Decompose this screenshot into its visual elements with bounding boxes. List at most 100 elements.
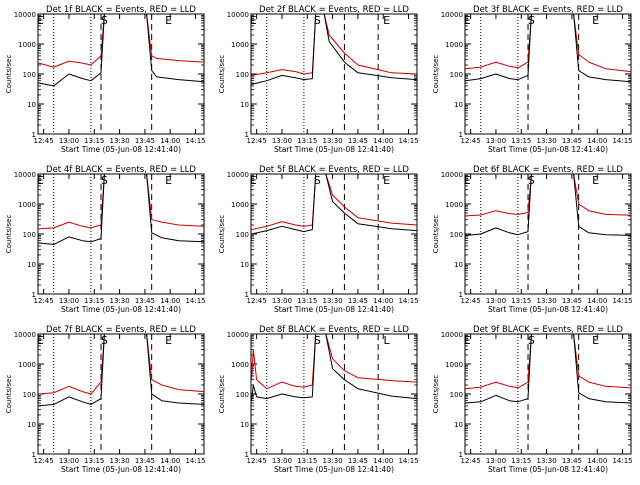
y-axis-label: Counts/sec: [218, 55, 226, 94]
y-tick-label: 10: [27, 421, 36, 429]
y-tick-label: 10: [454, 421, 463, 429]
y-tick-label: 10000: [441, 171, 463, 179]
marker-letter: L: [384, 334, 391, 347]
x-tick-label: 14:00: [373, 457, 393, 465]
series-group: [465, 334, 631, 404]
x-tick-label: 14:15: [185, 457, 205, 465]
y-tick-label: 100: [450, 231, 463, 239]
lld-series-line: [38, 334, 204, 395]
marker-letter: E: [592, 334, 599, 347]
panel-title: Det 5f BLACK = Events, RED = LLD: [259, 165, 409, 175]
y-tick-label: 1: [32, 131, 36, 139]
y-tick-label: 1000: [18, 41, 36, 49]
x-tick-label: 12:45: [34, 297, 54, 305]
marker-letter: E: [250, 174, 257, 187]
y-tick-label: 1000: [231, 41, 249, 49]
x-tick-label: 13:45: [348, 137, 368, 145]
x-tick-label: 13:30: [536, 137, 556, 145]
x-tick-label: 14:15: [398, 137, 418, 145]
y-tick-label: 10: [27, 261, 36, 269]
x-tick-label: 14:00: [587, 457, 607, 465]
y-tick-label: 10000: [227, 331, 249, 339]
y-tick-label: 10: [454, 101, 463, 109]
x-tick-label: 12:45: [461, 297, 481, 305]
x-tick-label: 12:45: [247, 137, 267, 145]
lld-series-line: [465, 174, 631, 217]
y-axis-label: Counts/sec: [5, 55, 13, 94]
y-tick-label: 1000: [445, 361, 463, 369]
y-tick-label: 10: [240, 101, 249, 109]
y-axis-label: Counts/sec: [218, 215, 226, 254]
x-tick-label: 14:00: [587, 137, 607, 145]
x-tick-label: 14:00: [587, 297, 607, 305]
x-tick-label: 13:15: [84, 457, 104, 465]
x-tick-label: 13:45: [135, 297, 155, 305]
x-tick-label: 13:45: [348, 457, 368, 465]
y-axis-label: Counts/sec: [5, 215, 13, 254]
y-tick-label: 1000: [445, 41, 463, 49]
x-tick-label: 14:00: [160, 137, 180, 145]
marker-letter: E: [165, 334, 172, 347]
y-axis-label: Counts/sec: [218, 375, 226, 414]
y-tick-label: 1: [245, 131, 249, 139]
detector-panel-2: Det 2f BLACK = Events, RED = LLD Counts/s…: [218, 5, 419, 154]
lld-series-line: [38, 14, 204, 68]
x-tick-label: 14:15: [612, 457, 632, 465]
y-axis-label: Counts/sec: [432, 215, 440, 254]
y-tick-label: 100: [23, 71, 36, 79]
x-tick-label: 13:30: [109, 297, 129, 305]
marker-letter: S: [101, 334, 108, 347]
x-tick-label: 13:00: [486, 297, 506, 305]
x-tick-label: 13:00: [59, 137, 79, 145]
x-tick-label: 13:00: [486, 457, 506, 465]
plot-frame: [37, 13, 205, 135]
x-tick-label: 13:00: [486, 137, 506, 145]
detector-panel-8: Det 8f BLACK = Events, RED = LLD Counts/s…: [218, 325, 419, 474]
y-tick-label: 100: [450, 71, 463, 79]
y-tick-label: 1000: [445, 201, 463, 209]
y-tick-label: 1000: [231, 201, 249, 209]
x-tick-label: 13:45: [562, 457, 582, 465]
series-group: [465, 14, 631, 83]
y-tick-label: 10000: [441, 11, 463, 19]
x-tick-label: 12:45: [34, 457, 54, 465]
x-tick-label: 13:15: [84, 297, 104, 305]
marker-letter: E: [464, 14, 471, 27]
y-tick-label: 10: [454, 261, 463, 269]
y-tick-label: 1: [245, 291, 249, 299]
panel-title: Det 2f BLACK = Events, RED = LLD: [259, 5, 409, 15]
panel-title: Det 6f BLACK = Events, RED = LLD: [473, 165, 623, 175]
marker-letter: S: [101, 174, 108, 187]
y-axis-label: Counts/sec: [5, 375, 13, 414]
x-axis-label: Start Time (05-Jun-08 12:41:40): [274, 465, 394, 474]
y-tick-label: 1: [32, 451, 36, 459]
marker-letter: S: [314, 14, 321, 27]
y-tick-label: 1000: [18, 201, 36, 209]
lld-series-line: [251, 174, 417, 231]
plot-frame: [464, 13, 632, 135]
x-tick-label: 13:00: [59, 457, 79, 465]
y-tick-label: 100: [450, 391, 463, 399]
y-tick-label: 10: [240, 261, 249, 269]
y-tick-label: 10: [240, 421, 249, 429]
plot-frame: [464, 173, 632, 295]
x-tick-label: 14:00: [160, 297, 180, 305]
marker-letter: E: [592, 14, 599, 27]
y-tick-label: 10000: [14, 11, 36, 19]
panel-title: Det 9f BLACK = Events, RED = LLD: [473, 325, 623, 335]
x-tick-label: 14:15: [612, 297, 632, 305]
x-axis-label: Start Time (05-Jun-08 12:41:40): [61, 305, 181, 314]
x-tick-label: 14:00: [373, 137, 393, 145]
panel-title: Det 8f BLACK = Events, RED = LLD: [259, 325, 409, 335]
x-tick-label: 13:30: [536, 457, 556, 465]
x-axis-label: Start Time (05-Jun-08 12:41:40): [488, 305, 608, 314]
y-tick-label: 100: [23, 231, 36, 239]
y-tick-label: 100: [236, 71, 249, 79]
plot-frame: [250, 173, 418, 295]
events-series-line: [465, 334, 631, 404]
events-series-line: [38, 14, 204, 87]
x-axis-label: Start Time (05-Jun-08 12:41:40): [488, 145, 608, 154]
detector-panel-9: Det 9f BLACK = Events, RED = LLD Counts/s…: [432, 325, 633, 474]
marker-letter: E: [37, 334, 44, 347]
